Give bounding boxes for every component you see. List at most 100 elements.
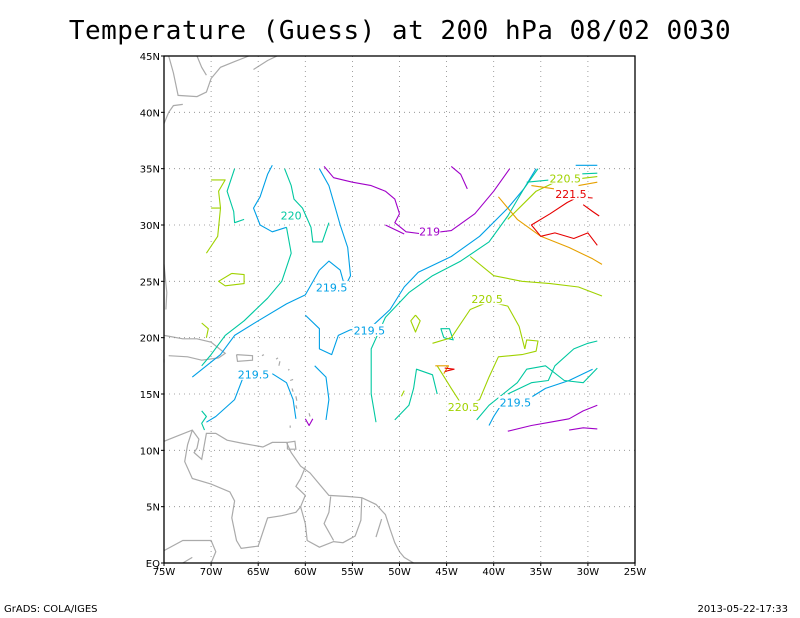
lat-tick-label: 10N (140, 446, 160, 457)
coastline (275, 357, 279, 360)
lon-tick-label: 55W (341, 567, 364, 578)
contour-label: 219.5 (500, 397, 532, 410)
contour-220-5 (218, 272, 245, 287)
contour-219-5 (272, 373, 297, 419)
contour-label-bg (548, 171, 583, 184)
contour-label-bg (236, 367, 271, 380)
contour-220-5 (201, 322, 209, 338)
timestamp: 2013-05-22-17:33 (697, 604, 788, 615)
coastline (278, 361, 281, 366)
lat-tick-label: 40N (140, 108, 160, 119)
contour-220-5 (469, 256, 603, 297)
contour-221-5 (582, 204, 600, 217)
coastline (308, 413, 311, 417)
map-title: Temperature (Guess) at 200 hPa 08/02 003… (68, 16, 732, 46)
contour-220-5 (205, 208, 222, 254)
contour-220 (394, 368, 438, 421)
coastline (163, 429, 414, 564)
contour-220 (440, 328, 454, 341)
coastline (235, 354, 254, 362)
lat-tick-label: 45N (140, 52, 160, 63)
grid-lines (164, 56, 635, 563)
lon-tick-label: 35W (529, 567, 552, 578)
contour-label: 220.5 (550, 172, 582, 185)
longitude-tick-labels: 75W 70W 65W 60W 55W 50W 45W 40W 35W 30W 25W (153, 563, 647, 578)
contour-220 (476, 365, 598, 421)
contour-219 (385, 224, 405, 235)
coastline (163, 103, 183, 124)
coastline (286, 440, 297, 450)
contour-219-5 (523, 368, 593, 403)
contour-219 (569, 427, 598, 431)
lon-tick-label: 60W (294, 567, 317, 578)
contour-220 (284, 168, 330, 243)
lat-tick-label: 5N (146, 503, 160, 514)
lon-tick-label: 75W (153, 567, 176, 578)
coastline (295, 405, 298, 409)
lon-tick-label: 25W (624, 567, 647, 578)
contour-label-bg (498, 396, 533, 409)
contour-layer (191, 164, 603, 432)
coastline (295, 396, 298, 401)
grads-credit: GrADS: COLA/IGES (4, 604, 98, 615)
lon-tick-label: 30W (577, 567, 600, 578)
contour-219-5 (304, 314, 370, 356)
coastline (196, 55, 207, 76)
contour-220 (507, 340, 598, 395)
contour-label-bg (419, 224, 441, 237)
contour-220-5 (436, 365, 462, 404)
lat-tick-label: EQ (146, 559, 160, 570)
coastline (163, 539, 217, 564)
contour-221 (578, 181, 598, 187)
contour-label: 219 (419, 225, 440, 238)
coastline (182, 556, 193, 564)
lat-tick-label: 15N (140, 390, 160, 401)
coastline (300, 497, 363, 548)
coastline (168, 55, 250, 98)
contour-label: 220.5 (448, 401, 480, 414)
contour-220-5 (465, 339, 539, 406)
contour-label: 219.5 (354, 324, 386, 337)
contour-label-layer: 220 219 219.5 219.5 219.5 220.5 220.5 219.5 220.… (236, 171, 588, 414)
contour-220-5 (410, 314, 421, 333)
lon-tick-label: 50W (388, 567, 411, 578)
contour-221-5 (530, 196, 598, 246)
contour-label: 220 (281, 209, 302, 222)
contour-219 (323, 166, 401, 214)
coastline (375, 518, 383, 538)
lat-tick-label: 35N (140, 165, 160, 176)
latitude-tick-labels: EQ 5N 10N 15N 20N 25N 30N 35N 40N 45N (140, 52, 164, 570)
coastline-layer (163, 55, 414, 564)
contour-221 (497, 196, 603, 265)
contour-label-bg (470, 292, 505, 305)
contour-label-bg (314, 281, 349, 294)
contour-219 (304, 418, 314, 427)
lat-tick-label: 25N (140, 277, 160, 288)
contour-221-5 (444, 367, 455, 373)
contour-label-bg (553, 187, 588, 200)
lon-tick-label: 45W (435, 567, 458, 578)
contour-219-5 (314, 365, 330, 420)
lon-tick-label: 70W (200, 567, 223, 578)
contour-label: 219.5 (316, 282, 348, 295)
coastline (291, 388, 294, 392)
contour-220 (201, 410, 207, 431)
contour-219-5 (369, 168, 537, 330)
lat-tick-label: 20N (140, 334, 160, 345)
coastline (163, 334, 227, 361)
contour-label: 219.5 (238, 368, 270, 381)
contour-219-5 (206, 374, 245, 423)
coastline (163, 264, 168, 310)
contour-219-5 (191, 269, 320, 378)
coastline (323, 496, 335, 541)
contour-220 (226, 168, 245, 224)
contour-label-bg (446, 400, 481, 413)
coastline (289, 378, 294, 382)
coastline (261, 354, 265, 357)
contour-label-bg (280, 208, 302, 221)
contour-219 (450, 165, 468, 190)
contour-220 (201, 227, 292, 367)
contour-219-5 (252, 165, 287, 233)
coastline (253, 55, 278, 71)
